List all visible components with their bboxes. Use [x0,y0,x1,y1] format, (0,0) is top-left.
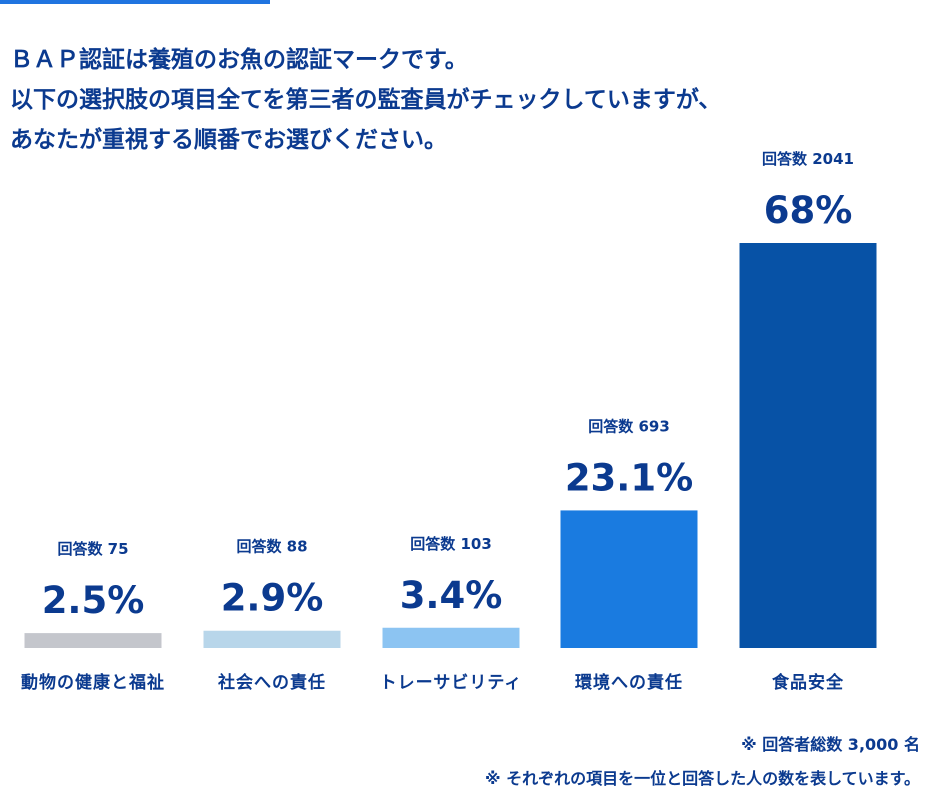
value-label-2: 2.9% [221,577,324,620]
count-label-4: 回答数 693 [588,417,670,435]
category-label-4: 環境への責任 [575,672,683,693]
bar-2 [203,630,341,648]
bar-4 [560,510,698,648]
title-line-3: あなたが重視する順番でお選びください。 [10,127,447,153]
value-label-5: 68% [764,189,853,232]
footnote-total: ※ 回答者総数 3,000 名 [741,735,920,754]
title-line-2: 以下の選択肢の項目全てを第三者の監査員がチェックしていますが、 [10,87,722,113]
category-label-5: 食品安全 [772,672,844,693]
top-accent-rule [0,0,270,4]
category-label-2: 社会への責任 [217,672,326,693]
page-title: ＢＡＰ認証は養殖のお魚の認証マークです。 以下の選択肢の項目全てを第三者の監査員… [10,40,910,160]
count-label-2: 回答数 88 [236,538,307,556]
category-label-3: トレーサビリティ [380,673,523,693]
bar-5 [739,243,877,648]
count-label-3: 回答数 103 [410,535,492,553]
footnotes: ※ 回答者総数 3,000 名 ※ それぞれの項目を一位と回答した人の数を表して… [485,728,920,796]
footnote-explanation: ※ それぞれの項目を一位と回答した人の数を表しています。 [484,769,920,788]
value-label-1: 2.5% [42,579,145,622]
value-label-3: 3.4% [400,574,503,617]
count-label-5: 回答数 2041 [762,150,854,168]
category-label-1: 動物の健康と福祉 [21,672,165,693]
count-label-1: 回答数 75 [57,540,128,558]
value-label-4: 23.1% [565,456,693,499]
bar-3 [382,627,520,648]
bar-1 [24,633,162,648]
title-line-1: ＢＡＰ認証は養殖のお魚の認証マークです。 [10,47,468,73]
